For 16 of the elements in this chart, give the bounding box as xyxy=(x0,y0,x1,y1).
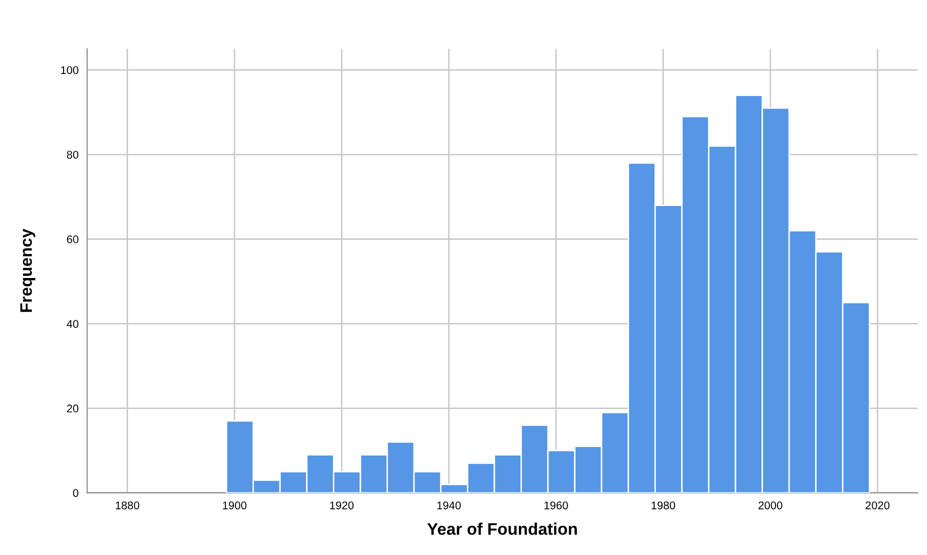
x-tick-label: 1880 xyxy=(116,501,140,510)
y-tick-label: 40 xyxy=(66,320,78,328)
y-tick-label: 100 xyxy=(61,66,78,74)
y-axis-title: Frequency xyxy=(20,228,36,312)
x-axis-title: Year of Foundation xyxy=(427,522,577,535)
x-tick-label: 1920 xyxy=(330,501,354,510)
y-tick-label: 0 xyxy=(73,489,78,497)
x-tick-label: 1960 xyxy=(544,501,568,510)
x-tick-label: 1940 xyxy=(437,501,461,510)
y-tick-label: 20 xyxy=(67,404,78,412)
y-tick-label: 80 xyxy=(66,150,78,159)
x-tick-label: 1980 xyxy=(652,501,676,510)
x-tick-label: 2000 xyxy=(758,501,782,510)
x-tick-label: 1900 xyxy=(222,501,246,510)
x-tick-label: 2020 xyxy=(866,501,890,510)
y-tick-label: 60 xyxy=(67,235,78,244)
